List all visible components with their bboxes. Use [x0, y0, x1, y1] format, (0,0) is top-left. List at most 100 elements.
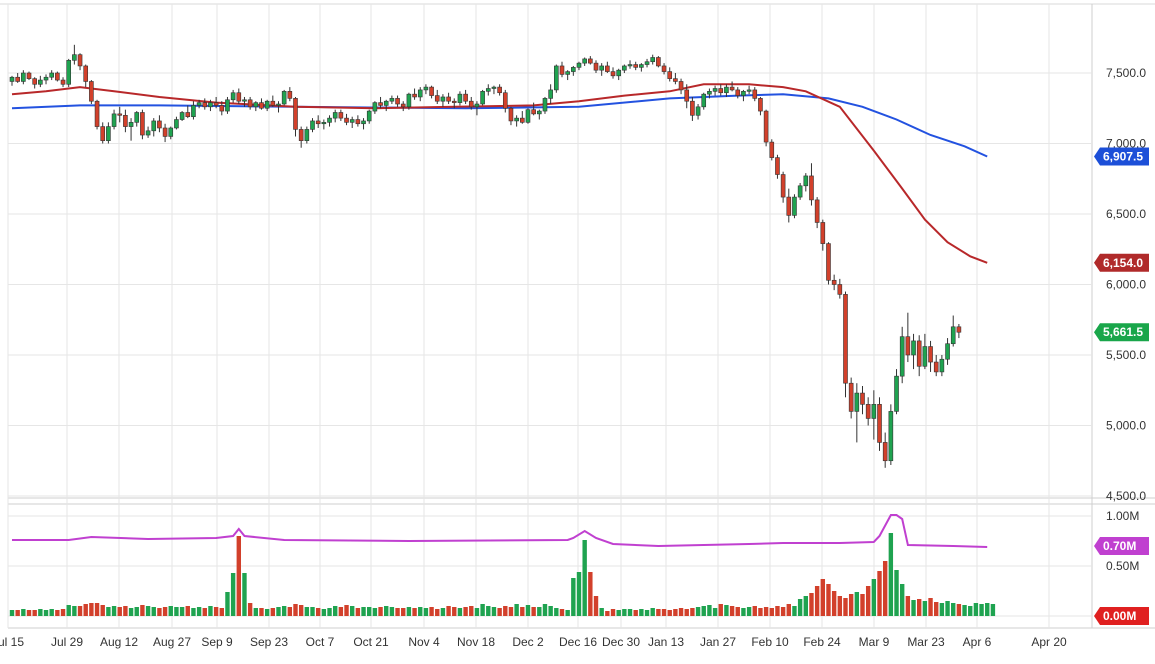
volume-bar[interactable]	[83, 604, 88, 616]
candle[interactable]	[9, 75, 15, 86]
candle[interactable]	[633, 61, 639, 71]
volume-bar[interactable]	[979, 604, 984, 616]
candle[interactable]	[707, 88, 712, 99]
candle[interactable]	[355, 115, 361, 127]
volume-bar[interactable]	[89, 603, 94, 616]
candlesticks[interactable]	[9, 44, 962, 468]
volume-bar[interactable]	[803, 596, 808, 616]
volume-bar[interactable]	[185, 606, 190, 616]
volume-bar[interactable]	[826, 584, 831, 616]
volume-bar[interactable]	[508, 607, 514, 616]
volume-bar[interactable]	[973, 603, 979, 616]
candle[interactable]	[179, 111, 185, 121]
volume-bar[interactable]	[219, 608, 224, 616]
candle[interactable]	[298, 126, 304, 148]
candle[interactable]	[786, 188, 792, 223]
volume-bar[interactable]	[389, 607, 395, 616]
volume-bar[interactable]	[395, 608, 400, 616]
candle[interactable]	[956, 323, 962, 339]
volume-bar[interactable]	[576, 572, 582, 616]
candle[interactable]	[758, 96, 763, 116]
candle[interactable]	[888, 404, 894, 465]
candle[interactable]	[571, 65, 576, 76]
volume-bar[interactable]	[242, 573, 247, 616]
candle[interactable]	[763, 109, 769, 147]
volume-bar[interactable]	[310, 607, 315, 616]
candle[interactable]	[60, 77, 66, 88]
volume-bar[interactable]	[60, 609, 66, 616]
candle[interactable]	[21, 70, 26, 85]
candle[interactable]	[667, 67, 673, 82]
candle[interactable]	[826, 242, 831, 285]
candle[interactable]	[519, 111, 525, 124]
volume-bar[interactable]	[384, 606, 389, 616]
candle[interactable]	[718, 84, 724, 96]
candle[interactable]	[463, 89, 468, 105]
volume-bar[interactable]	[985, 603, 990, 616]
candle[interactable]	[605, 61, 610, 73]
volume-bar[interactable]	[157, 608, 162, 616]
candle[interactable]	[49, 70, 54, 81]
volume-bar[interactable]	[718, 604, 723, 616]
candle[interactable]	[213, 96, 219, 109]
candle[interactable]	[429, 85, 434, 99]
candle[interactable]	[565, 70, 570, 81]
candle[interactable]	[678, 78, 684, 95]
volume-bar[interactable]	[650, 608, 655, 616]
candle[interactable]	[933, 355, 939, 377]
volume-bar[interactable]	[877, 571, 882, 616]
volume-bar[interactable]	[43, 610, 49, 616]
candle[interactable]	[843, 291, 848, 398]
volume-bar[interactable]	[452, 607, 457, 616]
candle[interactable]	[950, 315, 956, 347]
volume-bar[interactable]	[338, 607, 344, 616]
volume-bar[interactable]	[854, 592, 860, 616]
candle[interactable]	[491, 85, 497, 95]
volume-bar[interactable]	[752, 606, 757, 616]
volume-bar[interactable]	[293, 604, 298, 616]
volume-bar[interactable]	[593, 596, 599, 616]
volume-bar[interactable]	[894, 570, 899, 616]
volume-bar[interactable]	[741, 608, 746, 616]
candle[interactable]	[151, 118, 157, 137]
volume-bar[interactable]	[627, 609, 633, 616]
candle[interactable]	[837, 278, 843, 299]
candle[interactable]	[877, 397, 882, 451]
volume-bar[interactable]	[656, 609, 661, 616]
volume-bar[interactable]	[690, 608, 695, 616]
volume-bar[interactable]	[531, 607, 536, 616]
candle[interactable]	[650, 54, 656, 65]
volume-bar[interactable]	[361, 607, 366, 616]
volume-bar[interactable]	[435, 609, 440, 616]
candle[interactable]	[117, 106, 123, 123]
volume-bar[interactable]	[463, 607, 468, 616]
candle[interactable]	[100, 122, 106, 144]
candle[interactable]	[457, 91, 463, 106]
volume-bar[interactable]	[418, 607, 423, 616]
candle[interactable]	[157, 115, 162, 133]
candle[interactable]	[752, 87, 758, 102]
volume-bar[interactable]	[327, 608, 332, 616]
candle[interactable]	[537, 109, 542, 120]
volume-bar[interactable]	[230, 573, 236, 616]
candle[interactable]	[939, 355, 945, 377]
volume-bar[interactable]	[622, 609, 627, 616]
volume-bar[interactable]	[871, 579, 877, 616]
candle[interactable]	[434, 89, 440, 105]
candle[interactable]	[854, 383, 860, 443]
volume-bar[interactable]	[134, 607, 139, 616]
volume-bar[interactable]	[644, 610, 650, 616]
candle[interactable]	[797, 182, 803, 200]
candle[interactable]	[559, 61, 565, 78]
candle[interactable]	[372, 101, 378, 114]
volume-bar[interactable]	[372, 608, 378, 616]
candle[interactable]	[508, 106, 514, 126]
candle[interactable]	[775, 154, 780, 179]
candle[interactable]	[911, 333, 916, 370]
candle[interactable]	[270, 95, 276, 107]
volume-bar[interactable]	[38, 609, 43, 616]
volume-bar[interactable]	[174, 607, 179, 616]
candle[interactable]	[446, 92, 451, 105]
volume-bar[interactable]	[26, 610, 32, 616]
